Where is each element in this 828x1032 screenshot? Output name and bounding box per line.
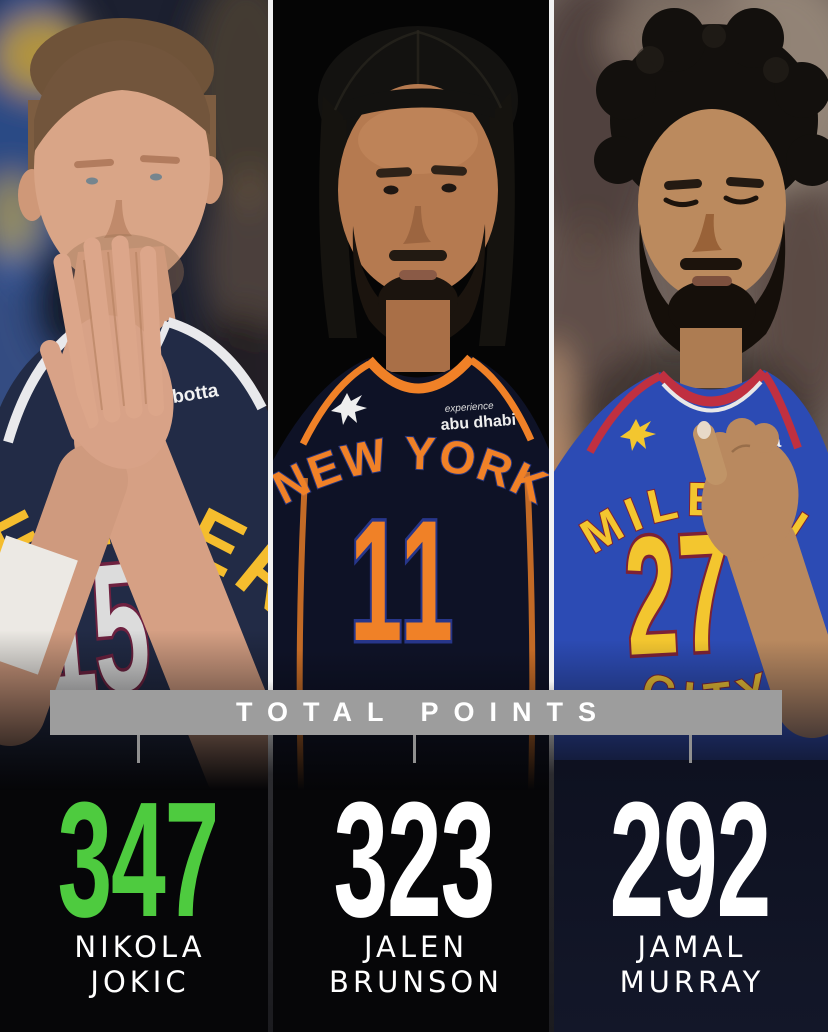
photo-row: DENVER 15 ibotta — [0, 0, 828, 790]
player-last-name: MURRAY — [619, 965, 765, 999]
stat-value: 347 — [57, 768, 220, 951]
stat-value: 323 — [333, 768, 496, 951]
total-points-banner: TOTAL POINTS — [50, 690, 782, 735]
player-photo-jalen-brunson: experience abu dhabi NEW YORK 11 — [273, 0, 549, 790]
tick-mark — [137, 735, 140, 763]
column-divider — [268, 0, 273, 1032]
jumpman-icon — [620, 419, 656, 451]
player-last-name: BRUNSON — [329, 965, 503, 999]
player-name: JALEN BRUNSON — [325, 930, 503, 1000]
player-name: JAMAL MURRAY — [616, 930, 765, 1000]
jersey-sponsor-line2: abu dhabi — [440, 412, 517, 434]
player-first-name: JAMAL — [637, 930, 747, 964]
player-photo-jamal-murray: ibotta MILE HI 27 CITY — [554, 0, 828, 790]
player-neck — [386, 300, 450, 372]
stat-card-brunson: 323 JALEN BRUNSON — [276, 768, 552, 1032]
player-neck — [680, 328, 742, 388]
player-first-name: NIKOLA — [74, 930, 206, 964]
tick-mark — [413, 735, 416, 763]
jersey-sponsor-line1: experience — [444, 401, 494, 415]
column-divider — [549, 0, 554, 1032]
player-last-name: JOKIC — [90, 965, 190, 999]
player-first-name: JALEN — [363, 930, 469, 964]
stat-card-jokic: 347 NIKOLA JOKIC — [0, 768, 276, 1032]
stat-value: 292 — [609, 768, 772, 951]
tick-mark — [689, 735, 692, 763]
player-head — [318, 26, 518, 348]
player-head — [594, 8, 828, 362]
player-name: NIKOLA JOKIC — [70, 930, 205, 1000]
bottom-background-tint — [554, 760, 828, 1032]
stats-row: 347 NIKOLA JOKIC 323 JALEN BRUNSON 292 J… — [0, 768, 828, 1032]
stat-card-murray: 292 JAMAL MURRAY — [552, 768, 828, 1032]
jumpman-icon — [331, 393, 367, 425]
banner-title: TOTAL POINTS — [235, 697, 611, 727]
jersey-number: 11 — [350, 485, 457, 677]
player-photo-nikola-jokic: DENVER 15 ibotta — [0, 0, 268, 790]
